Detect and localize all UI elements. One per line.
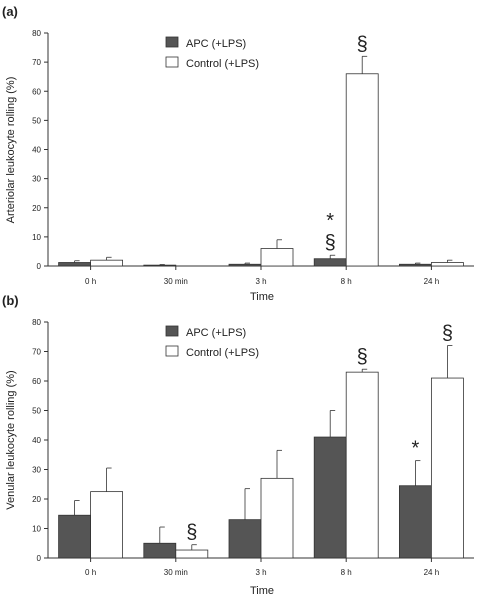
significance-marker: §: [325, 232, 336, 254]
bar-apc: [398, 485, 432, 559]
bar-apc: [228, 263, 262, 267]
bar-control: [430, 262, 464, 267]
panel-label: (b): [2, 293, 19, 308]
bar-control: [345, 371, 379, 559]
bar-apc: [313, 258, 347, 267]
x-axis-title: Time: [250, 585, 274, 597]
y-axis-title: Venular leukocyte rolling (%): [5, 370, 17, 509]
x-tick-label: 0 h: [85, 568, 96, 577]
y-tick-label: 20: [32, 495, 41, 504]
y-tick-label: 50: [32, 407, 41, 416]
bar-apc: [143, 264, 177, 267]
chart-panel-b: (b) Venular leukocyte rolling (%) Time A…: [2, 293, 474, 597]
x-tick-label: 24 h: [424, 568, 440, 577]
bar-control: [90, 491, 123, 559]
y-tick-label: 50: [32, 116, 41, 125]
y-tick-label: 60: [32, 87, 41, 96]
legend-swatch-apc: [165, 325, 179, 337]
bar-control: [260, 477, 294, 559]
y-tick-label: 40: [32, 146, 41, 155]
bar-control: [90, 259, 123, 267]
legend-swatch-control: [165, 56, 179, 68]
significance-marker: §: [442, 323, 453, 345]
y-tick-label: 10: [32, 233, 41, 242]
panel-label: (a): [2, 4, 18, 19]
bar-control: [175, 549, 209, 559]
y-tick-label: 60: [32, 377, 41, 386]
legend-label-apc: APC (+LPS): [186, 38, 246, 50]
legend-label-control: Control (+LPS): [186, 347, 259, 359]
x-tick-label: 8 h: [341, 568, 352, 577]
bar-control: [260, 248, 294, 267]
bar-apc: [313, 436, 347, 559]
bar-apc: [228, 519, 262, 559]
x-tick-label: 0 h: [85, 277, 96, 286]
y-tick-label: 70: [32, 58, 41, 67]
y-tick-label: 70: [32, 348, 41, 357]
x-tick-label: 30 min: [164, 568, 188, 577]
bar-control: [345, 73, 379, 267]
legend-label-control: Control (+LPS): [186, 58, 259, 70]
bar-apc: [398, 263, 432, 267]
legend: APC (+LPS) Control (+LPS): [165, 325, 259, 359]
bar-apc: [143, 542, 177, 559]
significance-marker: §: [357, 346, 368, 368]
bar-apc: [58, 514, 91, 559]
bar-apc: [58, 262, 91, 267]
bar-control: [430, 377, 464, 559]
significance-marker: §: [186, 522, 197, 544]
x-tick-label: 30 min: [164, 277, 188, 286]
x-axis-title: Time: [250, 291, 274, 303]
y-tick-label: 20: [32, 204, 41, 213]
y-tick-label: 80: [32, 318, 41, 327]
x-tick-label: 8 h: [341, 277, 352, 286]
y-tick-label: 40: [32, 436, 41, 445]
y-tick-label: 0: [37, 262, 42, 271]
legend-swatch-control: [165, 345, 179, 357]
y-tick-label: 30: [32, 466, 41, 475]
x-tick-label: 3 h: [255, 277, 266, 286]
legend-swatch-apc: [165, 36, 179, 48]
x-tick-label: 3 h: [255, 568, 266, 577]
y-tick-label: 80: [32, 29, 41, 38]
y-tick-label: 30: [32, 175, 41, 184]
x-tick-label: 24 h: [424, 277, 440, 286]
legend: APC (+LPS) Control (+LPS): [165, 36, 259, 70]
significance-marker: *: [326, 210, 334, 232]
y-axis-title: Arteriolar leukocyte rolling (%): [5, 77, 17, 224]
legend-label-apc: APC (+LPS): [186, 327, 246, 339]
significance-marker: §: [357, 33, 368, 55]
significance-marker: *: [412, 438, 420, 460]
y-tick-label: 0: [37, 554, 42, 563]
y-tick-label: 10: [32, 525, 41, 534]
chart-panel-a: (a) Arteriolar leukocyte rolling (%) Tim…: [2, 4, 474, 303]
